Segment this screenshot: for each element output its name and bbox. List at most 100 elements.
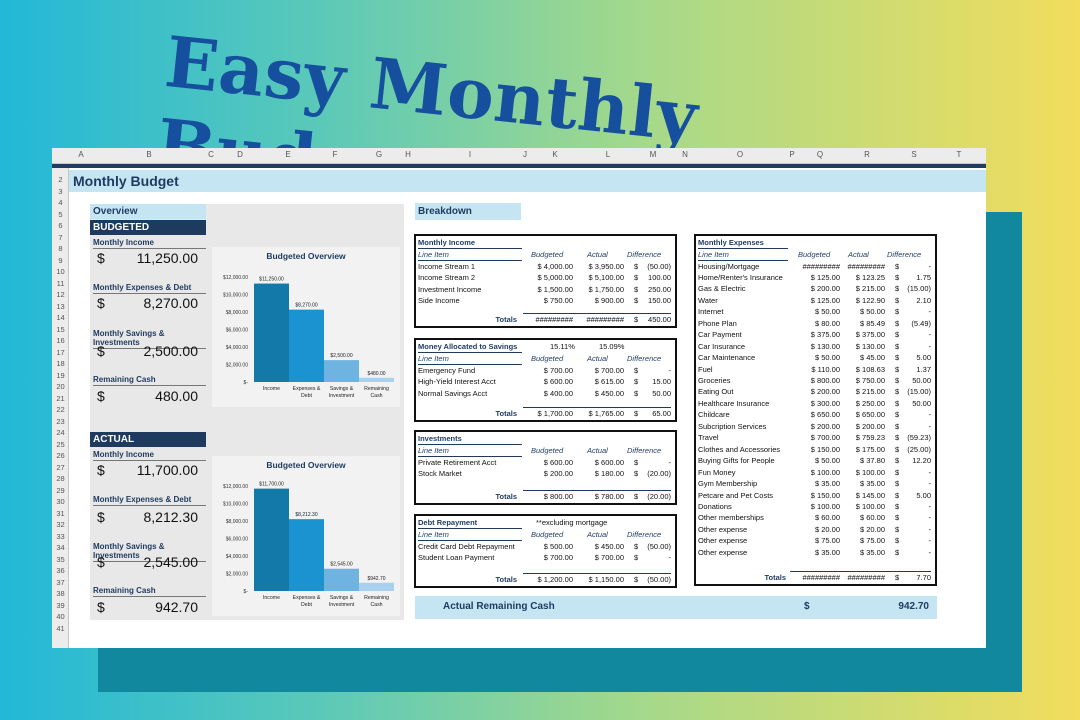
expenses-row-cell[interactable]: $ bbox=[895, 536, 900, 546]
column-header[interactable]: K bbox=[552, 150, 558, 159]
row-header[interactable]: 18 bbox=[56, 359, 65, 368]
expenses-row-cell[interactable]: $ bbox=[895, 456, 900, 466]
expenses-row-cell[interactable]: (59.23) bbox=[907, 433, 931, 443]
budgeted-overview-chart[interactable]: Budgeted Overview $- $2,000.00 $4,000.00 $6,… bbox=[212, 247, 400, 407]
budgeted-savings-value[interactable]: $2,500.00 bbox=[97, 343, 198, 359]
expenses-row-cell[interactable]: $ 100.00 bbox=[810, 467, 840, 477]
expenses-row-cell[interactable]: $ 50.00 bbox=[814, 456, 840, 466]
row-header[interactable]: 10 bbox=[56, 267, 65, 276]
savings-totals-cell[interactable]: 65.00 bbox=[652, 409, 671, 418]
income-row-cell[interactable]: $ 1,500.00 bbox=[537, 284, 573, 294]
savings-totals-cell[interactable]: $ 1,700.00 bbox=[537, 409, 573, 418]
expenses-row-cell[interactable]: 2.10 bbox=[916, 295, 931, 305]
expenses-row-cell[interactable]: $ 100.00 bbox=[855, 501, 885, 511]
income-row-cell[interactable]: $ 1,750.00 bbox=[588, 284, 624, 294]
expenses-row-cell[interactable]: - bbox=[928, 501, 932, 511]
row-header[interactable]: 38 bbox=[56, 589, 65, 598]
column-header[interactable]: Q bbox=[816, 150, 824, 159]
expenses-row-cell[interactable]: $ 123.25 bbox=[855, 272, 885, 282]
income-row-cell[interactable]: $ bbox=[634, 273, 639, 282]
income-row-cell[interactable]: $ 4,000.00 bbox=[537, 261, 573, 271]
expenses-row-cell[interactable]: 12.20 bbox=[912, 456, 931, 466]
expenses-row-cell[interactable]: $ bbox=[895, 261, 900, 271]
expenses-row-cell[interactable]: $ 130.00 bbox=[810, 341, 840, 351]
row-header[interactable]: 34 bbox=[56, 543, 65, 552]
expenses-row-cell[interactable]: $ bbox=[895, 376, 900, 385]
savings-row-cell[interactable]: $ 700.00 bbox=[543, 365, 573, 375]
expenses-row-cell[interactable]: $ 60.00 bbox=[814, 513, 840, 523]
row-header[interactable]: 9 bbox=[58, 255, 63, 265]
expenses-row-cell[interactable]: $ 108.63 bbox=[855, 364, 885, 374]
expenses-row-cell[interactable]: $ 150.00 bbox=[810, 444, 840, 454]
row-header[interactable]: 22 bbox=[56, 405, 65, 414]
column-header[interactable]: J bbox=[523, 150, 527, 159]
expenses-row-cell[interactable]: $ 85.49 bbox=[859, 318, 885, 328]
income-totals-cell[interactable]: ######### bbox=[535, 315, 573, 324]
income-row-cell[interactable]: $ bbox=[634, 261, 639, 271]
column-header[interactable]: L bbox=[605, 150, 611, 159]
expenses-row-cell[interactable]: $ 200.00 bbox=[810, 284, 840, 294]
row-header[interactable]: 7 bbox=[58, 232, 63, 242]
expenses-row-cell[interactable]: - bbox=[928, 536, 932, 546]
expenses-row-cell[interactable]: $ 122.90 bbox=[855, 295, 885, 305]
investments-row-cell[interactable]: $ 180.00 bbox=[594, 469, 624, 478]
expenses-row-cell[interactable]: - bbox=[928, 524, 932, 534]
debt-row-cell[interactable]: $ bbox=[634, 553, 639, 562]
expenses-row-cell[interactable]: $ bbox=[895, 410, 900, 420]
column-header[interactable]: C bbox=[208, 150, 214, 159]
expenses-row-cell[interactable]: - bbox=[928, 513, 932, 523]
column-header[interactable]: S bbox=[911, 150, 917, 159]
column-header[interactable]: N bbox=[682, 150, 688, 159]
expenses-row-cell[interactable]: $ 375.00 bbox=[855, 330, 885, 340]
expenses-row-cell[interactable]: $ 215.00 bbox=[855, 387, 885, 397]
row-header[interactable]: 14 bbox=[56, 313, 65, 322]
expenses-row-cell[interactable]: $ 80.00 bbox=[814, 318, 840, 328]
expenses-row-cell[interactable]: $ 100.00 bbox=[855, 467, 885, 477]
income-row-cell[interactable]: $ bbox=[634, 284, 639, 294]
savings-row-cell[interactable]: $ bbox=[634, 388, 639, 398]
row-header[interactable]: 15 bbox=[56, 324, 65, 334]
row-header[interactable]: 16 bbox=[56, 336, 65, 345]
column-header[interactable]: R bbox=[864, 150, 870, 159]
expenses-row-cell[interactable]: $ bbox=[895, 318, 900, 328]
row-header[interactable]: 13 bbox=[56, 301, 65, 311]
expenses-row-cell[interactable]: (15.00) bbox=[907, 284, 931, 294]
expenses-row-cell[interactable]: 50.00 bbox=[912, 376, 931, 385]
column-header[interactable]: T bbox=[956, 150, 962, 159]
expenses-row-cell[interactable]: ######### bbox=[847, 261, 885, 271]
expenses-row-cell[interactable]: $ 215.00 bbox=[855, 284, 885, 294]
expenses-row-cell[interactable]: $ 800.00 bbox=[810, 376, 840, 385]
expenses-row-cell[interactable]: $ 35.00 bbox=[814, 547, 840, 557]
expenses-row-cell[interactable]: $ bbox=[895, 433, 900, 443]
savings-row-cell[interactable]: $ 450.00 bbox=[594, 388, 624, 398]
row-header[interactable]: 23 bbox=[56, 416, 65, 426]
expenses-row-cell[interactable]: $ bbox=[895, 524, 900, 534]
row-header[interactable]: 26 bbox=[56, 451, 65, 460]
expenses-row-cell[interactable]: $ 750.00 bbox=[855, 376, 885, 385]
expenses-row-cell[interactable]: (5.49) bbox=[911, 318, 931, 328]
debt-row-cell[interactable]: $ 700.00 bbox=[543, 553, 573, 562]
savings-row-cell[interactable]: 15.00 bbox=[652, 377, 671, 386]
investments-row-cell[interactable]: $ 200.00 bbox=[543, 469, 573, 478]
savings-totals-cell[interactable]: $ bbox=[634, 409, 639, 418]
expenses-row-cell[interactable]: 5.00 bbox=[916, 490, 931, 500]
expenses-row-cell[interactable]: $ bbox=[895, 330, 900, 340]
debt-row-cell[interactable]: $ 700.00 bbox=[594, 553, 624, 562]
expenses-row-cell[interactable]: $ bbox=[895, 307, 900, 317]
debt-row-cell[interactable]: - bbox=[668, 553, 672, 562]
expenses-row-cell[interactable]: $ bbox=[895, 398, 900, 408]
expenses-row-cell[interactable]: - bbox=[928, 467, 932, 477]
expenses-row-cell[interactable]: $ 75.00 bbox=[859, 536, 885, 546]
expenses-row-cell[interactable]: $ 650.00 bbox=[810, 410, 840, 420]
expenses-row-cell[interactable]: $ bbox=[895, 467, 900, 477]
budgeted-income-value[interactable]: $11,250.00 bbox=[97, 250, 198, 266]
income-row-cell[interactable]: $ 5,000.00 bbox=[537, 273, 573, 282]
row-header[interactable]: 27 bbox=[56, 462, 65, 472]
income-row-cell[interactable]: (50.00) bbox=[647, 261, 671, 271]
expenses-row-cell[interactable]: $ 130.00 bbox=[855, 341, 885, 351]
expenses-row-cell[interactable]: - bbox=[928, 547, 932, 557]
column-header[interactable]: P bbox=[789, 150, 795, 159]
investments-totals-cell[interactable]: $ bbox=[634, 492, 639, 501]
expenses-row-cell[interactable]: $ 300.00 bbox=[810, 398, 840, 408]
row-header[interactable]: 35 bbox=[56, 554, 65, 564]
